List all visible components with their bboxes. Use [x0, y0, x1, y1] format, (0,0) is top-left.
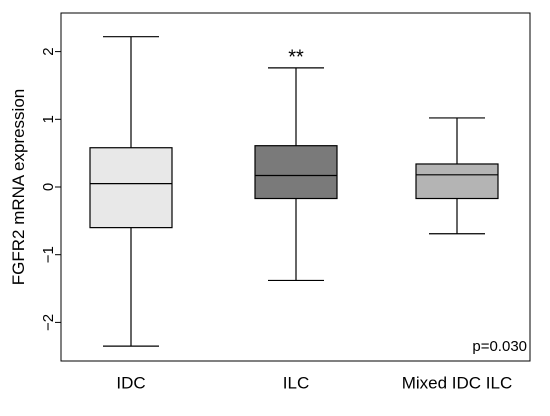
x-category-label: IDC — [116, 373, 145, 392]
annotations: ** p=0.030 — [288, 47, 527, 355]
p-value-annotation: p=0.030 — [472, 338, 527, 355]
y-tick-label: −2 — [40, 314, 57, 331]
box-mixed-idc-ilc — [415, 117, 499, 235]
y-tick-label: −1 — [40, 246, 57, 263]
y-axis: −2 −1 0 1 2 — [40, 47, 61, 331]
box-iqr — [89, 147, 173, 229]
x-axis: IDC ILC Mixed IDC ILC — [116, 373, 512, 392]
box-iqr — [415, 163, 499, 200]
x-category-label: Mixed IDC ILC — [402, 373, 513, 392]
y-axis-title: FGFR2 mRNA expression — [9, 89, 28, 286]
significance-marker: ** — [288, 47, 304, 69]
box-iqr — [254, 145, 338, 200]
y-tick-label: 2 — [40, 47, 57, 55]
x-category-label: ILC — [283, 373, 309, 392]
box-idc — [89, 36, 173, 347]
box-ilc — [254, 67, 338, 282]
box-series — [89, 36, 499, 347]
y-tick-label: 0 — [40, 183, 57, 191]
y-tick-label: 1 — [40, 115, 57, 123]
